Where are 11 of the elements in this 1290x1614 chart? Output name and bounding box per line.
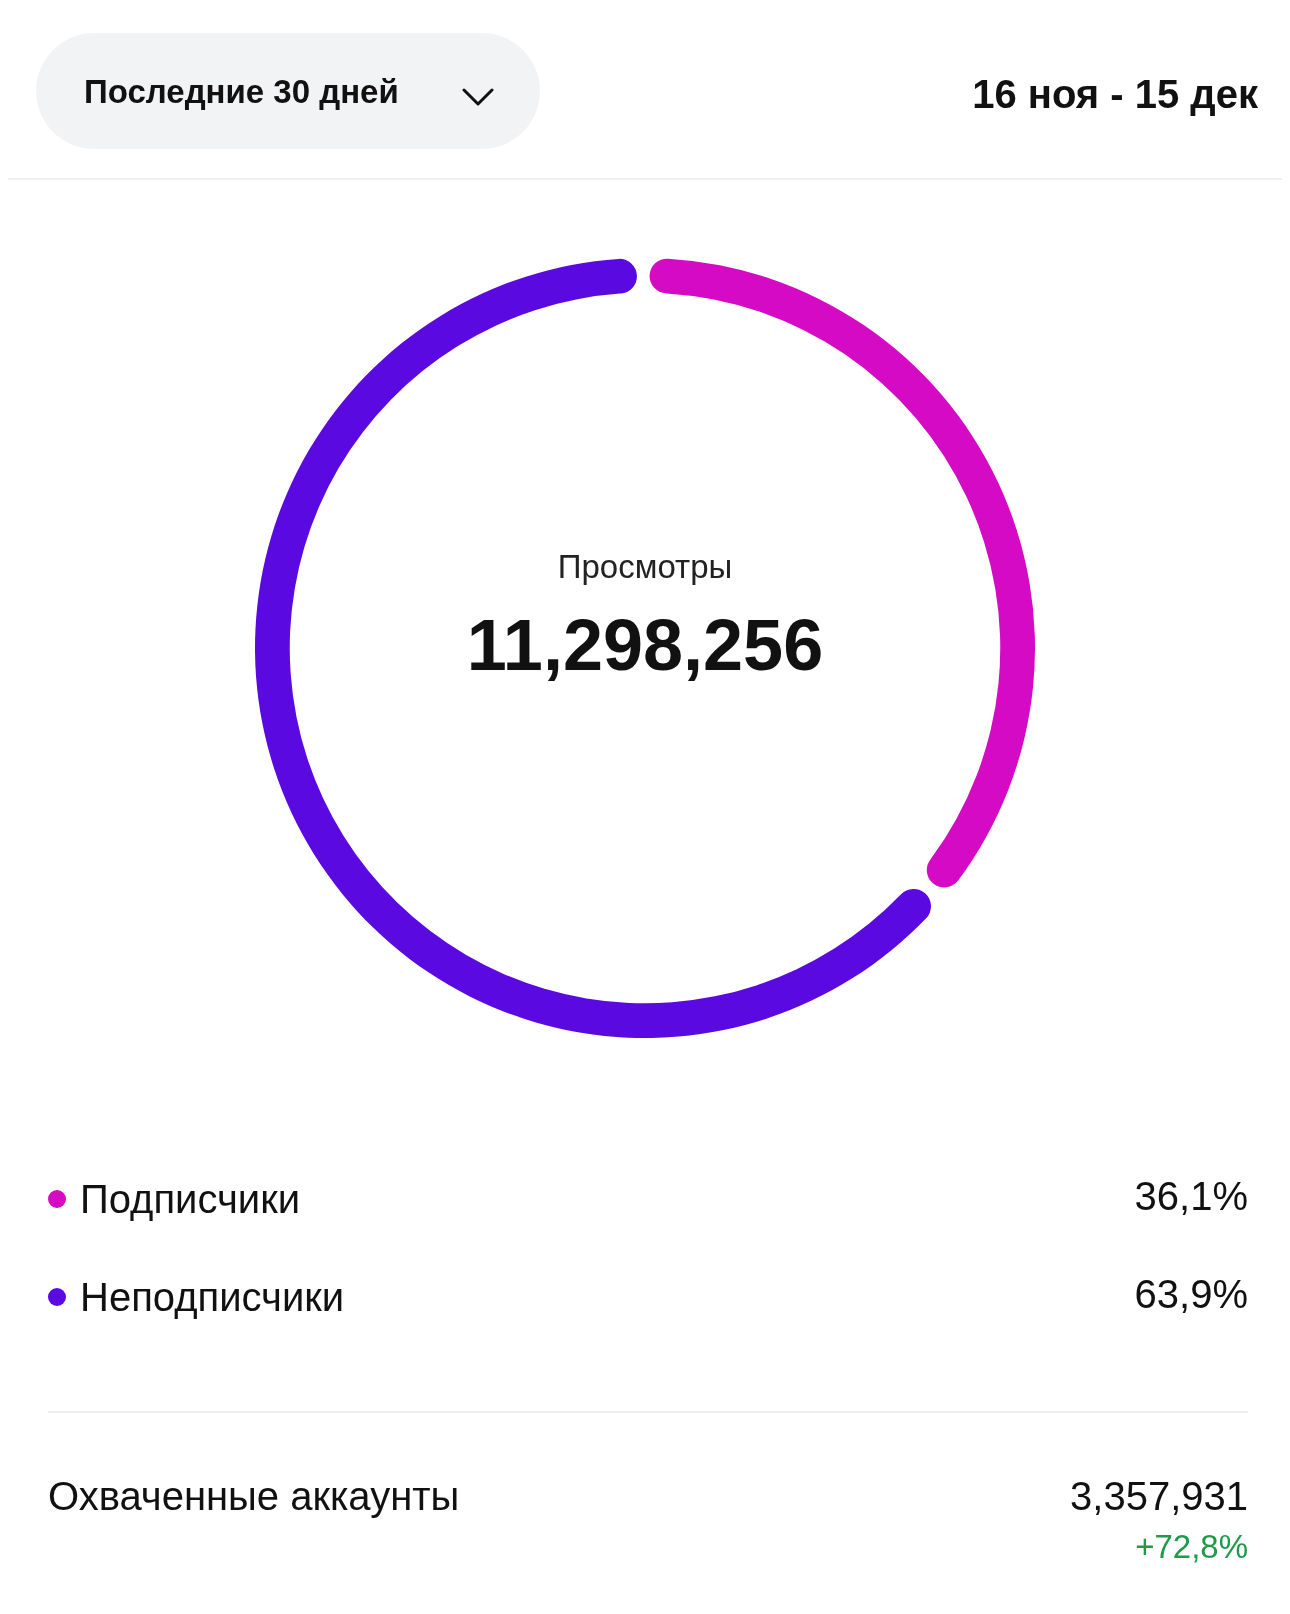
data-label: 63,9%: [1134, 1272, 1248, 1317]
text: Просмотры: [556, 548, 734, 586]
text: Последние 30 дней: [84, 73, 399, 111]
data-label: 36,1%: [1134, 1174, 1248, 1219]
text: +72,8%: [1135, 1528, 1248, 1566]
text: 11,298,256: [465, 604, 825, 686]
text: 3,357,931: [1070, 1474, 1248, 1519]
text: Охваченные аккаунты: [48, 1474, 460, 1519]
legend-label: Неподписчики: [80, 1274, 345, 1319]
legend-label: Подписчики: [80, 1176, 301, 1221]
text: 16 ноя - 15 дек: [972, 72, 1258, 117]
